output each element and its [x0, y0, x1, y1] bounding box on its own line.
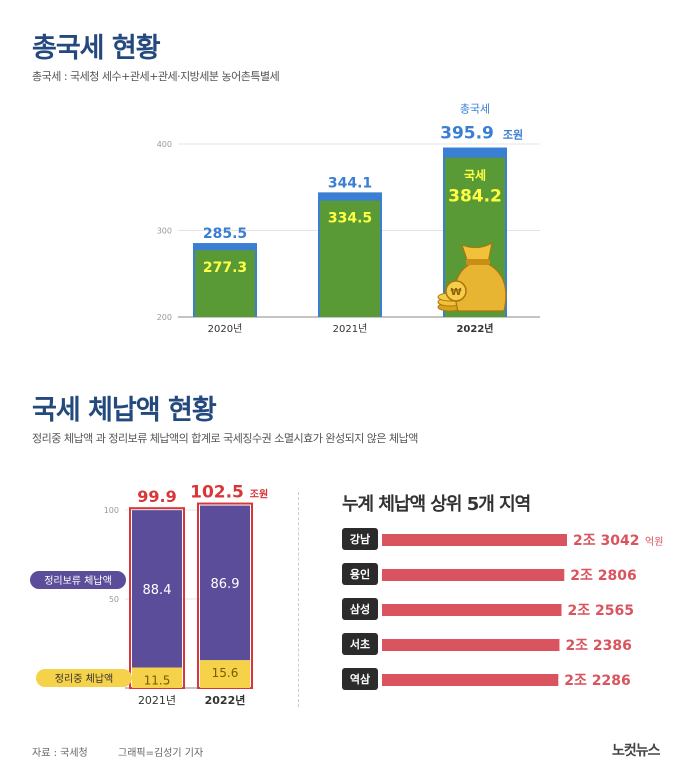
money-bag-icon: ₩	[437, 241, 507, 312]
x-tick-label: 2022년	[205, 693, 246, 707]
legend-upper-tag	[30, 571, 126, 589]
bag-tie-icon	[466, 259, 490, 265]
ranking-title: 누계 체납액 상위 5개 지역	[342, 494, 531, 515]
ranking-value-label: 2조 2286	[564, 673, 630, 689]
lower-value-label: 15.6	[212, 666, 239, 680]
total-value-label: 395.9	[440, 124, 494, 144]
ranking-value-label: 2조 2565	[568, 603, 634, 619]
bar-lower	[132, 667, 182, 688]
ranking-value-label: 2조 2386	[565, 638, 631, 654]
total-value-label: 99.9	[137, 487, 176, 506]
region-tag	[342, 528, 378, 550]
section-divider	[298, 492, 299, 707]
region-label: 서초	[350, 637, 370, 651]
bar-lower	[200, 660, 250, 688]
total-value-label: 344.1	[328, 175, 372, 191]
region-tag	[342, 563, 378, 585]
total-unit-label: 조원	[250, 488, 268, 501]
region-label: 삼성	[350, 602, 370, 616]
legend-lower-label: 정리중 체납액	[55, 673, 113, 685]
y-tick-label: 200	[157, 313, 172, 322]
bar-inner	[195, 250, 255, 317]
inner-value-label: 334.5	[328, 211, 372, 227]
won-coin-icon	[445, 280, 467, 302]
region-label: 용인	[350, 567, 370, 581]
legend-upper-label: 정리보류 체납액	[44, 575, 112, 587]
inner-annotation-label: 국세	[464, 168, 486, 183]
arrears-chart: 50 100 88.4 11.5 99.9 2021년 86.9 15.6 102.5 조원 202…	[30, 483, 268, 707]
ranking-value-label: 2조 3042	[573, 533, 639, 549]
legend-lower-tag	[36, 669, 132, 687]
credit-note: 그래픽=김성기 기자	[118, 748, 204, 759]
ranking-bar	[382, 604, 562, 616]
section2-title: 국세 체납액 현황	[32, 395, 217, 426]
won-sign-icon: ₩	[450, 287, 461, 298]
y-tick-label: 300	[157, 227, 172, 236]
x-tick-label: 2021년	[333, 323, 368, 335]
section2-subtitle: 정리중 체납액 과 정리보류 체납액의 합계로 국세징수권 소멸시효가 완성되지…	[32, 432, 418, 445]
region-label: 강남	[350, 532, 370, 546]
ranking-unit-label: 억원	[645, 536, 663, 548]
region-label: 역삼	[350, 672, 370, 686]
upper-value-label: 88.4	[143, 583, 172, 598]
region-tag	[342, 633, 378, 655]
x-tick-label: 2021년	[138, 694, 176, 707]
y-tick-label: 400	[157, 140, 172, 149]
bar-inner	[320, 200, 380, 317]
total-annotation-label: 총국세	[460, 103, 490, 116]
ranking-value-label: 2조 2806	[570, 568, 636, 584]
total-unit-label: 조원	[503, 128, 523, 142]
bag-top-icon	[461, 241, 493, 264]
y-tick-label: 50	[109, 595, 119, 604]
nocut-logo: 노컷뉴스	[612, 743, 661, 759]
inner-value-label: 277.3	[203, 260, 247, 276]
x-tick-label: 2022년	[456, 322, 493, 335]
inner-value-label: 384.2	[448, 187, 502, 207]
ranking-bar	[382, 569, 565, 581]
y-tick-label: 100	[104, 506, 119, 515]
ranking-bar	[382, 534, 567, 546]
lower-value-label: 11.5	[144, 674, 171, 688]
section1-title: 총국세 현황	[32, 33, 161, 64]
bar-upper	[200, 505, 250, 661]
ranking-bar	[382, 674, 559, 686]
bar-upper	[132, 510, 182, 668]
total-tax-chart: 200 300 400 2020년 285.5 277.3 2021년 344.1 334.5 2…	[157, 103, 540, 335]
ranking-bar	[382, 639, 560, 651]
section1-subtitle: 총국세 : 국세청 세수+관세+관세·지방세분 농어촌특별세	[32, 70, 280, 83]
total-value-label: 102.5	[190, 483, 244, 503]
total-value-label: 285.5	[203, 226, 247, 242]
x-tick-label: 2020년	[208, 323, 243, 335]
source-note: 자료 : 국세청	[32, 748, 88, 759]
region-tag	[342, 598, 378, 620]
upper-value-label: 86.9	[211, 577, 240, 592]
region-tag	[342, 668, 378, 690]
